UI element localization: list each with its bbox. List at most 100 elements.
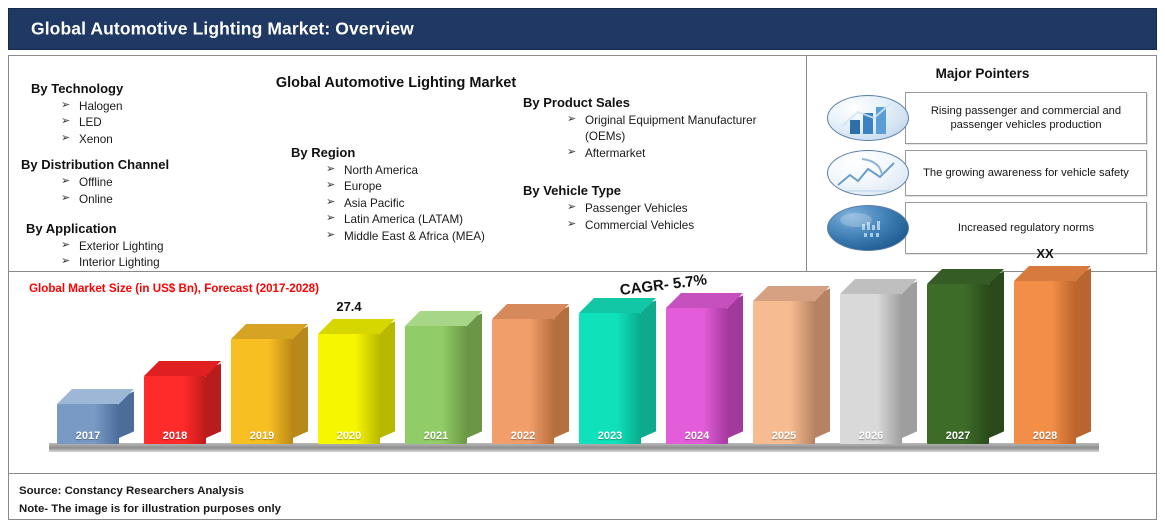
- list-item: ➢ Halogen: [61, 99, 271, 116]
- list-item-label: Xenon: [79, 132, 113, 146]
- list-item-label: Exterior Lighting: [79, 239, 164, 253]
- arrow-bullet-icon: ➢: [567, 200, 577, 213]
- list-item: ➢ Online: [61, 192, 271, 209]
- list-item-label: Halogen: [79, 99, 123, 113]
- globe-icon: [827, 205, 909, 251]
- segmentation-column-2: By Region ➢ North America ➢ Europe ➢ Asia P…: [271, 144, 519, 253]
- bar-side-face: [641, 300, 656, 438]
- bar-side-face: [293, 326, 308, 438]
- bar-front-face: [231, 339, 293, 444]
- arrow-bullet-icon: ➢: [61, 255, 71, 268]
- bar-front-face: [840, 294, 902, 444]
- bar-year-label: 2021: [423, 430, 449, 442]
- bar-front-face: [318, 334, 380, 444]
- chart-bar-2027: 2027: [927, 269, 1004, 444]
- bar-year-label: 2024: [684, 430, 710, 442]
- pointer-item: Increased regulatory norms: [827, 202, 1147, 254]
- bar-front-face: [492, 319, 554, 444]
- pointer-item: The growing awareness for vehicle safety: [827, 150, 1147, 196]
- bar-side-face: [728, 295, 743, 438]
- bar-value-label: XX: [1036, 246, 1054, 261]
- bar-front-face: [405, 326, 467, 444]
- segment-group-technology: By Technology ➢ Halogen ➢ LED ➢ Xenon: [21, 80, 271, 148]
- chart-title: Global Market Size (in US$ Bn), Forecast…: [29, 282, 319, 295]
- list-item: ➢ North America: [326, 163, 519, 180]
- page-title-bar: Global Automotive Lighting Market: Overv…: [8, 8, 1157, 50]
- chart-bar-2022: 2022: [492, 304, 569, 444]
- bar-front-face: [57, 404, 119, 444]
- segment-item-list: ➢ Original Equipment Manufacturer (OEMs) …: [567, 113, 802, 163]
- arrow-bullet-icon: ➢: [61, 238, 71, 251]
- bar-year-label: 2026: [858, 430, 884, 442]
- list-item: ➢ LED: [61, 115, 271, 132]
- list-item: ➢ Commercial Vehicles: [567, 218, 802, 235]
- bar-front-face: [927, 284, 989, 444]
- list-item-label: LED: [79, 116, 102, 130]
- arrow-bullet-icon: ➢: [61, 115, 71, 128]
- segment-heading: By Product Sales: [523, 95, 630, 110]
- chart-bar-2021: 2021: [405, 311, 482, 444]
- bar-year-label: 2020: [336, 430, 362, 442]
- arrow-bullet-icon: ➢: [61, 174, 71, 187]
- segment-heading: By Distribution Channel: [21, 157, 170, 173]
- arrow-bullet-icon: ➢: [326, 228, 336, 241]
- list-item-label: Passenger Vehicles: [585, 201, 688, 215]
- content-frame: Global Automotive Lighting Market By Tec…: [8, 55, 1157, 520]
- arrow-bullet-icon: ➢: [567, 112, 577, 125]
- pointer-text-box: The growing awareness for vehicle safety: [905, 150, 1147, 196]
- segment-heading: By Region: [291, 145, 356, 160]
- bar-side-face: [467, 313, 482, 438]
- segment-heading: By Application: [26, 221, 117, 237]
- list-item-label: Latin America (LATAM): [344, 213, 464, 227]
- chart-bar-2017: 2017: [57, 389, 134, 444]
- bar-side-face: [989, 271, 1004, 438]
- chart-bar-2026: 2026: [840, 279, 917, 444]
- arrow-bullet-icon: ➢: [567, 145, 577, 158]
- chart-bar-2024: 2024: [666, 293, 743, 444]
- segment-item-list: ➢ Halogen ➢ LED ➢ Xenon: [61, 99, 271, 149]
- bar-side-face: [206, 363, 221, 438]
- market-size-chart: Global Market Size (in US$ Bn), Forecast…: [9, 246, 1156, 473]
- chart-bar-2025: 2025: [753, 286, 830, 444]
- bar-year-label: 2017: [75, 430, 101, 442]
- list-item-label: Original Equipment Manufacturer (OEMs): [585, 113, 757, 144]
- pointer-text-box: Rising passenger and commercial and pass…: [905, 92, 1147, 144]
- major-pointers-title: Major Pointers: [935, 66, 1030, 81]
- segment-group-vehicle-type: By Vehicle Type ➢ Passenger Vehicles ➢ Com…: [517, 182, 802, 234]
- segmentation-column-1: By Technology ➢ Halogen ➢ LED ➢ Xenon By Di…: [21, 80, 271, 279]
- list-item-label: North America: [344, 163, 419, 177]
- bar-year-label: 2027: [945, 430, 971, 442]
- line-chart-icon: [827, 150, 909, 196]
- list-item: ➢ Asia Pacific: [326, 196, 519, 213]
- arrow-bullet-icon: ➢: [326, 212, 336, 225]
- segment-heading: By Technology: [31, 81, 124, 96]
- bar-year-label: 2022: [510, 430, 536, 442]
- bar-side-face: [815, 288, 830, 438]
- chart-bar-2020: 2020 27.4: [318, 299, 395, 444]
- arrow-bullet-icon: ➢: [326, 162, 336, 175]
- list-item-label: Asia Pacific: [344, 196, 405, 210]
- bar-side-face: [554, 306, 569, 438]
- segment-group-product-sales: By Product Sales ➢ Original Equipment Man…: [517, 94, 802, 162]
- bar-year-label: 2019: [249, 430, 275, 442]
- arrow-bullet-icon: ➢: [61, 191, 71, 204]
- segment-group-application: By Application ➢ Exterior Lighting ➢ Inter…: [21, 220, 271, 272]
- list-item-label: Commercial Vehicles: [585, 218, 695, 232]
- list-item: ➢ Aftermarket: [567, 146, 802, 163]
- bar-side-face: [1076, 268, 1091, 438]
- segment-item-list: ➢ Passenger Vehicles ➢ Commercial Vehicles: [567, 201, 802, 234]
- page-title: Global Automotive Lighting Market: Overv…: [31, 18, 414, 39]
- list-item-label: Offline: [79, 175, 113, 189]
- bar-chart-icon: [827, 95, 909, 141]
- bar-side-face: [902, 281, 917, 438]
- list-item: ➢ Interior Lighting: [61, 255, 271, 272]
- list-item-label: Middle East & Africa (MEA): [344, 229, 485, 243]
- segmentation-column-3: By Product Sales ➢ Original Equipment Man…: [517, 94, 802, 241]
- segment-item-list: ➢ Offline ➢ Online: [61, 175, 271, 208]
- chart-bar-2018: 2018: [144, 361, 221, 444]
- bar-year-label: 2018: [162, 430, 188, 442]
- segment-item-list: ➢ North America ➢ Europe ➢ Asia Pacific ➢ La…: [326, 163, 519, 246]
- list-item-label: Online: [79, 192, 113, 206]
- major-pointers-panel: Major Pointers Rising passenger and comm…: [809, 56, 1156, 271]
- list-item-label: Aftermarket: [585, 146, 646, 160]
